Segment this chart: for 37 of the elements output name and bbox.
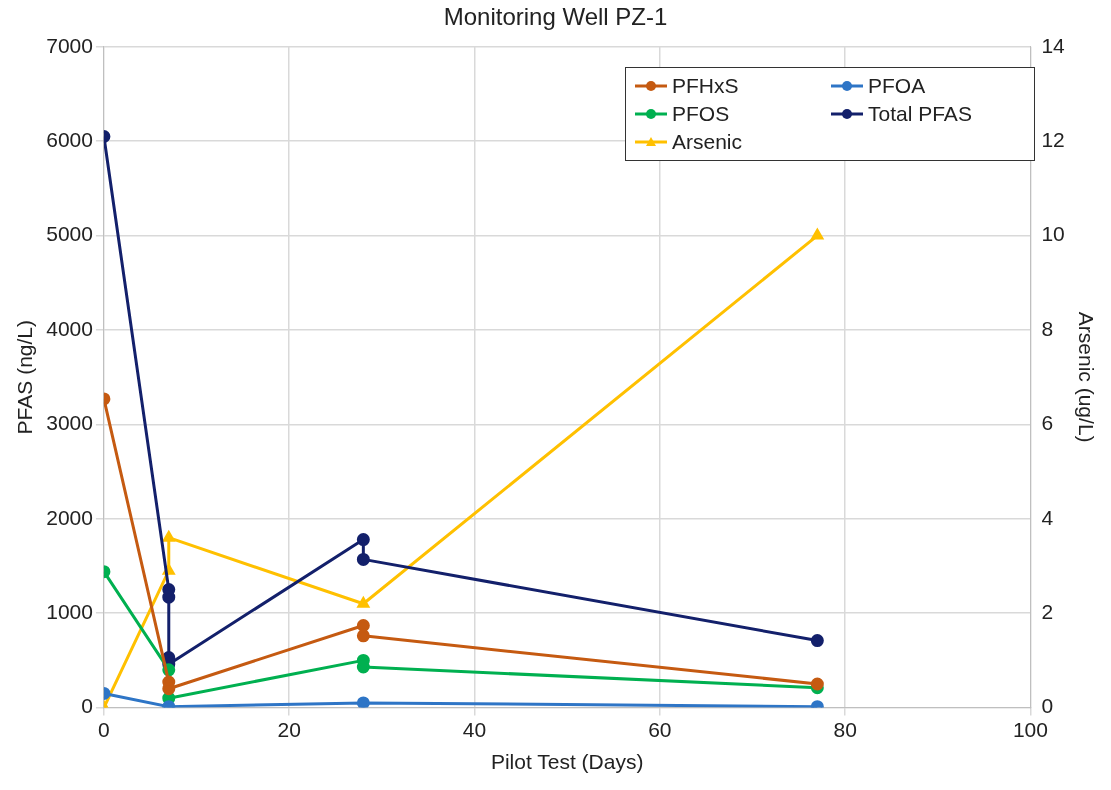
y2-axis-title: Arsenic (ug/L) — [1074, 311, 1098, 443]
y2-tick-label: 8 — [1041, 316, 1054, 340]
x-tick-label: 100 — [1012, 718, 1048, 741]
y2-tick-label: 12 — [1041, 128, 1065, 151]
y-tick-label: 5000 — [46, 222, 93, 246]
x-tick-label: 60 — [648, 718, 672, 741]
y-tick-label: 7000 — [46, 33, 93, 57]
y2-tick-label: 6 — [1041, 411, 1054, 435]
point — [356, 533, 370, 547]
point — [810, 634, 824, 648]
y2-tick-label: 0 — [1041, 694, 1054, 718]
legend-label: PFOS — [672, 102, 730, 126]
y-tick-label: 1000 — [46, 600, 93, 623]
x-tick-label: 0 — [98, 718, 110, 741]
x-tick-label: 40 — [462, 718, 487, 741]
y2-tick-label: 2 — [1041, 600, 1054, 623]
x-tick-label: 80 — [833, 718, 857, 741]
point — [810, 677, 824, 691]
x-tick-label: 20 — [277, 718, 301, 741]
legend-label: Total PFAS — [868, 102, 972, 126]
y-tick-label: 0 — [81, 694, 93, 718]
y2-tick-label: 10 — [1041, 222, 1065, 246]
point — [356, 618, 370, 632]
chart-title: Monitoring Well PZ-1 — [443, 3, 668, 31]
legend-label: Arsenic — [672, 130, 743, 154]
y-axis-title: PFAS (ng/L) — [13, 320, 37, 435]
legend-label: PFOA — [868, 74, 926, 98]
x-axis-title: Pilot Test (Days) — [490, 750, 644, 774]
point — [356, 629, 370, 643]
y2-tick-label: 14 — [1041, 33, 1066, 57]
legend-label: PFHxS — [672, 74, 739, 98]
y-tick-label: 6000 — [46, 128, 93, 151]
point — [356, 552, 370, 566]
y-tick-label: 4000 — [46, 316, 93, 340]
y-tick-label: 2000 — [46, 505, 93, 529]
y2-tick-label: 4 — [1041, 505, 1054, 529]
y-tick-label: 3000 — [46, 411, 93, 435]
